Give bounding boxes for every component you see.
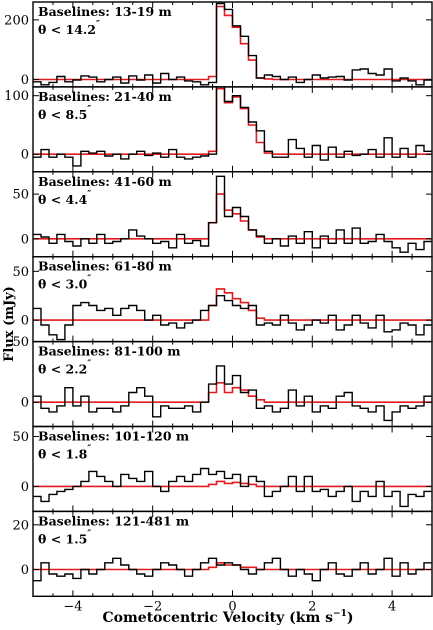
y-tick-label: 0 <box>21 480 29 495</box>
observed-spectrum-line <box>33 2 432 86</box>
y-tick-label: 50 <box>12 430 29 445</box>
panel-subtitle-sup: ″ <box>87 529 91 539</box>
x-tick-label: 0 <box>228 599 236 614</box>
x-tick-label: −2 <box>143 599 162 614</box>
panel-subtitle: θ < 3.0″ <box>38 275 91 292</box>
panel-subtitle-sup: ″ <box>87 275 91 285</box>
spectrum-panel: 050 Baselines: 61-80 mθ < 3.0″ <box>12 256 433 343</box>
panel-subtitle-sup: ″ <box>87 190 91 200</box>
panel-subtitle: θ < 1.5″ <box>38 529 91 546</box>
panel-subtitle-main: θ < 14.2 <box>38 22 96 37</box>
spectrum-panel: 050 Baselines: 101-120 mθ < 1.8″ <box>12 425 433 513</box>
panel-subtitle-main: θ < 4.4 <box>38 192 88 207</box>
spectrum-panel: 020 Baselines: 121-481 mθ < 1.5″−4 −2 0 2 4 <box>12 510 433 614</box>
panel-subtitle: θ < 1.8″ <box>38 445 91 462</box>
panel-title: Baselines: 121-481 m <box>38 513 189 528</box>
x-axis-label: Cometocentric Velocity (km s−1) <box>103 609 354 626</box>
observed-spectrum-line <box>33 175 432 253</box>
model-spectrum-line <box>33 480 432 488</box>
y-tick-label: 0 <box>21 396 29 411</box>
panel-subtitle-sup: ″ <box>87 360 91 370</box>
x-axis-label-sup: −1 <box>333 609 347 619</box>
model-spectrum-line <box>33 288 432 321</box>
panel-subtitle-main: θ < 3.0 <box>38 277 88 292</box>
y-tick-label: 50 <box>12 188 29 203</box>
y-tick-label: 0 <box>21 563 29 578</box>
panel-subtitle: θ < 4.4″ <box>38 190 91 207</box>
panel-subtitle-main: θ < 8.5 <box>38 107 87 122</box>
y-tick-label: 50 <box>12 265 29 280</box>
panel-subtitle-sup: ″ <box>87 445 91 455</box>
panel-title: Baselines: 81-100 m <box>38 344 180 359</box>
y-tick-label: 200 <box>4 13 29 28</box>
panel-subtitle: θ < 2.2″ <box>38 360 91 377</box>
observed-spectrum-line <box>33 365 432 422</box>
y-tick-label: 100 <box>4 89 29 104</box>
panel-title: Baselines: 21-40 m <box>38 89 172 104</box>
x-axis-label-main: Cometocentric Velocity (km s <box>103 610 334 626</box>
observed-spectrum-line <box>33 557 432 582</box>
y-tick-label: 0 <box>21 232 29 247</box>
panel-subtitle-sup: ″ <box>87 105 91 115</box>
panel-title: Baselines: 101-120 m <box>38 429 189 444</box>
y-tick-label: 50 <box>12 335 29 350</box>
panel-title: Baselines: 13-19 m <box>38 4 172 19</box>
x-tick-label: 2 <box>308 599 316 614</box>
y-tick-label: 0 <box>21 73 29 88</box>
panel-subtitle: θ < 14.2″ <box>38 20 100 37</box>
panel-subtitle-main: θ < 1.8 <box>38 447 88 462</box>
y-tick-label: 0 <box>21 148 29 163</box>
x-axis-label-close: ) <box>347 610 354 626</box>
y-tick-label: 20 <box>12 518 29 533</box>
x-tick-label: 4 <box>388 599 396 614</box>
x-tick-label: −4 <box>63 599 82 614</box>
observed-spectrum-line <box>33 86 432 167</box>
panel-title: Baselines: 61-80 m <box>38 259 172 274</box>
y-axis-label: Flux (mJy) <box>2 286 17 362</box>
panel-subtitle-main: θ < 2.2 <box>38 362 87 377</box>
observed-spectrum-line <box>33 295 432 341</box>
panel-subtitle-main: θ < 1.5 <box>38 531 87 546</box>
model-spectrum-line <box>33 382 432 403</box>
y-tick-label: 0 <box>21 314 29 329</box>
panel-title: Baselines: 41-60 m <box>38 174 172 189</box>
model-spectrum-line <box>33 87 432 155</box>
panel-subtitle: θ < 8.5″ <box>38 105 91 122</box>
panel-subtitle-sup: ″ <box>96 20 100 30</box>
observed-spectrum-line <box>33 467 432 508</box>
